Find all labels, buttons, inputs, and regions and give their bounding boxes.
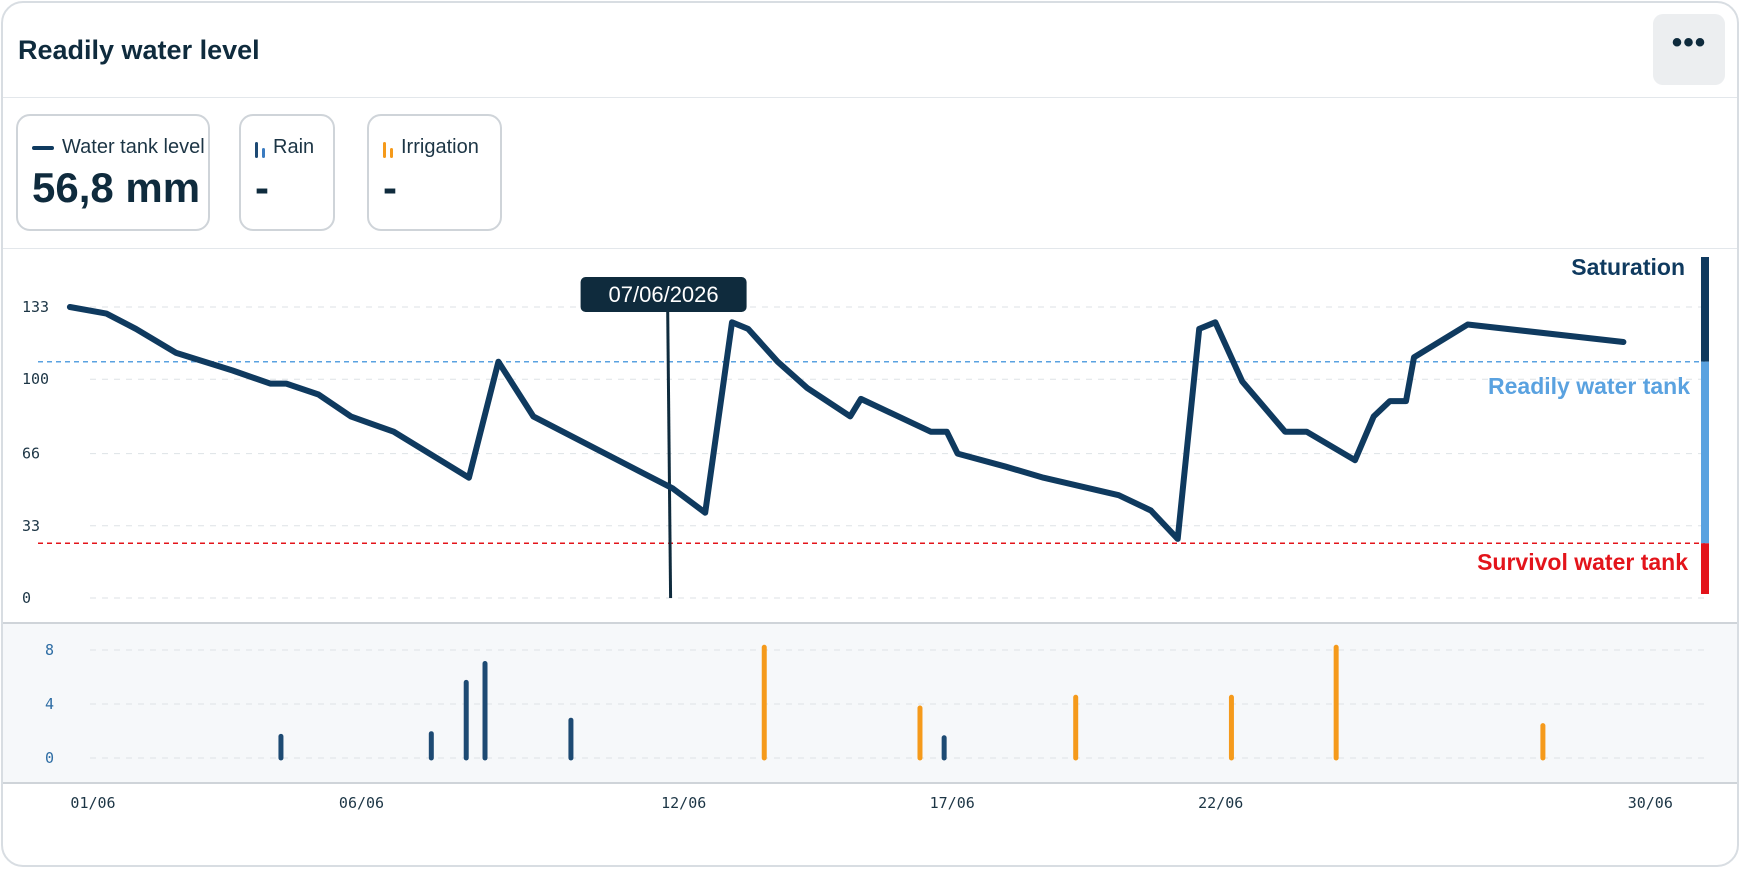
- readily-zone-bar: [1701, 361, 1709, 544]
- more-options-button[interactable]: •••: [1653, 14, 1725, 85]
- stat-irrigation[interactable]: Irrigation -: [367, 114, 502, 231]
- card-header: Readily water level •••: [3, 3, 1737, 98]
- stat-label: Irrigation: [383, 136, 479, 159]
- y-tick-label: 133: [22, 298, 49, 316]
- more-options-icon: •••: [1671, 25, 1707, 59]
- x-tick-label: 01/06: [70, 794, 115, 812]
- stat-water-tank-level[interactable]: Water tank level 56,8 mm: [16, 114, 210, 231]
- y-tick-label: 66: [22, 445, 40, 463]
- y-tick-label: 8: [45, 641, 54, 659]
- line-legend-icon: [32, 145, 54, 150]
- stat-label: Water tank level: [32, 136, 205, 159]
- stat-label-text: Water tank level: [62, 136, 205, 158]
- survival-label: Survivol water tank: [1477, 549, 1688, 575]
- saturation-zone-bar: [1701, 257, 1709, 362]
- stat-value: 56,8 mm: [32, 164, 201, 211]
- y-tick-label: 4: [45, 695, 54, 713]
- x-tick-label: 12/06: [661, 794, 706, 812]
- rain-legend-icon: [255, 138, 265, 158]
- stat-value: -: [255, 164, 269, 211]
- x-tick-label: 06/06: [339, 794, 384, 812]
- y-tick-label: 33: [22, 517, 40, 535]
- x-tick-label: 17/06: [930, 794, 975, 812]
- stat-value: -: [383, 164, 397, 211]
- y-tick-label: 100: [22, 370, 49, 388]
- y-tick-label: 0: [22, 589, 31, 607]
- bar-panel-background: [3, 623, 1737, 783]
- saturation-label: Saturation: [1571, 254, 1685, 280]
- tooltip-date: 07/06/2026: [609, 282, 719, 307]
- stat-rain[interactable]: Rain -: [239, 114, 335, 231]
- readily-label: Readily water tank: [1488, 373, 1690, 399]
- card-title: Readily water level: [18, 35, 260, 65]
- stat-label-text: Irrigation: [401, 136, 479, 158]
- stat-label: Rain: [255, 136, 314, 159]
- irrigation-legend-icon: [383, 138, 393, 158]
- water-tank-level-line: [66, 304, 1627, 542]
- stats-row: Water tank level 56,8 mm Rain - Irrigati…: [3, 98, 1737, 249]
- x-tick-label: 30/06: [1628, 794, 1673, 812]
- survival-zone-bar: [1701, 543, 1709, 594]
- stat-label-text: Rain: [273, 136, 315, 158]
- crosshair-line: [666, 299, 673, 599]
- tooltip-box: [580, 277, 747, 312]
- y-tick-label: 0: [45, 749, 54, 767]
- x-tick-label: 22/06: [1198, 794, 1243, 812]
